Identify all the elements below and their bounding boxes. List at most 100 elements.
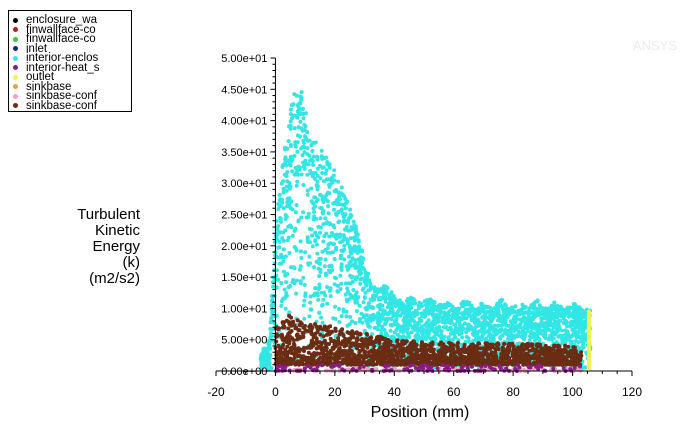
scatter-point-interior-enclos <box>280 236 285 241</box>
scatter-point-sinkbase-conf <box>451 343 456 348</box>
scatter-point-interior-enclos <box>287 251 292 255</box>
scatter-point-interior-enclos <box>320 165 325 170</box>
scatter-point-sinkbase-conf <box>380 361 385 366</box>
scatter-point-interior-enclos <box>362 328 367 333</box>
scatter-point-interior-enclos <box>288 112 293 117</box>
scatter-point-sinkbase-conf <box>473 348 478 353</box>
scatter-point-interior-enclos <box>298 94 303 99</box>
legend-label: interior-heat_s <box>26 61 100 74</box>
scatter-point-interior-enclos <box>577 322 582 327</box>
scatter-point-interior-heat-s <box>413 366 418 370</box>
scatter-point-interior-enclos <box>336 179 341 184</box>
scatter-point-interior-enclos <box>344 314 349 319</box>
scatter-point-sinkbase-conf <box>524 356 529 361</box>
scatter-point-sinkbase-conf <box>344 343 349 348</box>
scatter-point-sinkbase-conf <box>501 354 506 359</box>
scatter-point-interior-enclos <box>288 265 293 270</box>
scatter-point-sinkbase-conf <box>391 357 396 362</box>
scatter-point-sinkbase-conf <box>465 361 470 366</box>
scatter-point-interior-enclos <box>459 331 464 336</box>
scatter-point-interior-enclos <box>574 319 579 324</box>
scatter-point-interior-enclos <box>307 314 312 319</box>
scatter-point-interior-enclos <box>389 306 394 311</box>
scatter-point-interior-enclos <box>298 111 303 115</box>
y-tick-label: 1.00e+01 <box>221 303 267 315</box>
scatter-point-interior-enclos <box>343 206 348 211</box>
scatter-point-interior-heat-s <box>572 366 577 370</box>
scatter-point-interior-enclos <box>309 186 314 191</box>
scatter-point-sinkbase-conf <box>385 342 390 347</box>
scatter-point-interior-enclos <box>361 256 365 261</box>
scatter-point-interior-enclos <box>305 235 310 240</box>
scatter-point-interior-enclos <box>551 336 556 341</box>
scatter-point-sinkbase-conf <box>579 350 583 355</box>
scatter-point-sinkbase-conf <box>291 341 296 346</box>
scatter-point-interior-enclos <box>298 239 303 244</box>
scatter-point-sinkbase-conf <box>280 336 285 341</box>
scatter-point-sinkbase-conf <box>355 336 360 341</box>
scatter-point-interior-enclos <box>522 305 527 310</box>
scatter-point-interior-enclos <box>299 215 304 220</box>
scatter-point-sinkbase-conf <box>373 338 378 343</box>
scatter-point-sinkbase-conf <box>300 331 305 335</box>
scatter-point-interior-enclos <box>540 306 545 311</box>
scatter-point-interior-enclos <box>270 297 275 302</box>
scatter-point-interior-enclos <box>349 275 354 280</box>
scatter-point-interior-enclos <box>452 335 457 340</box>
scatter-point-interior-enclos <box>496 323 501 328</box>
scatter-point-interior-enclos <box>288 119 293 124</box>
scatter-point-interior-enclos <box>567 312 572 317</box>
scatter-point-sinkbase-conf <box>572 360 577 365</box>
x-tick-label: 40 <box>388 385 402 399</box>
scatter-point-sinkbase-conf <box>521 362 526 367</box>
scatter-point-sinkbase-conf <box>321 334 326 339</box>
scatter-point-sinkbase-conf <box>306 345 311 350</box>
scatter-point-interior-enclos <box>319 148 324 153</box>
scatter-point-interior-enclos <box>281 206 286 211</box>
scatter-point-interior-enclos <box>581 328 586 332</box>
scatter-point-interior-heat-s <box>421 366 426 371</box>
scatter-point-sinkbase-conf <box>464 356 469 361</box>
legend-marker-icon <box>13 17 18 23</box>
scatter-point-interior-enclos <box>324 177 329 182</box>
scatter-point-sinkbase-conf <box>473 356 478 361</box>
scatter-point-interior-enclos <box>308 307 313 312</box>
scatter-point-interior-enclos <box>320 211 325 216</box>
scatter-point-sinkbase-conf <box>455 344 460 349</box>
scatter-point-interior-enclos <box>561 316 566 321</box>
scatter-point-interior-enclos <box>392 330 397 335</box>
scatter-point-sinkbase-conf <box>274 353 279 358</box>
scatter-point-sinkbase-conf <box>358 331 362 336</box>
scatter-point-sinkbase-conf <box>289 350 294 355</box>
scatter-point-interior-enclos <box>507 334 511 339</box>
scatter-point-interior-enclos <box>346 254 351 259</box>
scatter-point-interior-enclos <box>315 242 319 247</box>
scatter-point-interior-enclos <box>415 324 419 329</box>
scatter-point-interior-enclos <box>500 318 505 323</box>
scatter-point-interior-enclos <box>511 317 516 322</box>
scatter-point-interior-enclos <box>436 305 441 310</box>
scatter-point-interior-enclos <box>574 313 579 318</box>
scatter-point-interior-enclos <box>343 197 348 201</box>
scatter-point-sinkbase-conf <box>431 359 436 364</box>
scatter-point-sinkbase-conf <box>376 348 381 353</box>
scatter-point-interior-enclos <box>451 328 456 333</box>
scatter-point-sinkbase-conf <box>392 347 397 352</box>
scatter-point-sinkbase-conf <box>331 346 336 351</box>
scatter-point-interior-enclos <box>333 304 337 309</box>
scatter-point-interior-enclos <box>372 285 377 290</box>
scatter-point-interior-enclos <box>428 310 433 315</box>
scatter-point-interior-enclos <box>346 228 351 233</box>
scatter-point-interior-enclos <box>424 299 429 304</box>
scatter-point-interior-enclos <box>348 215 353 220</box>
scatter-point-interior-enclos <box>351 246 356 251</box>
scatter-point-interior-enclos <box>479 305 483 310</box>
scatter-point-interior-heat-s <box>351 367 356 371</box>
scatter-point-interior-enclos <box>361 286 366 291</box>
scatter-point-interior-enclos <box>315 173 320 178</box>
scatter-point-sinkbase-conf <box>288 347 293 352</box>
scatter-point-sinkbase-conf <box>467 348 472 353</box>
scatter-point-sinkbase-conf <box>450 347 455 352</box>
scatter-point-interior-enclos <box>310 244 315 249</box>
scatter-point-interior-enclos <box>522 325 527 329</box>
